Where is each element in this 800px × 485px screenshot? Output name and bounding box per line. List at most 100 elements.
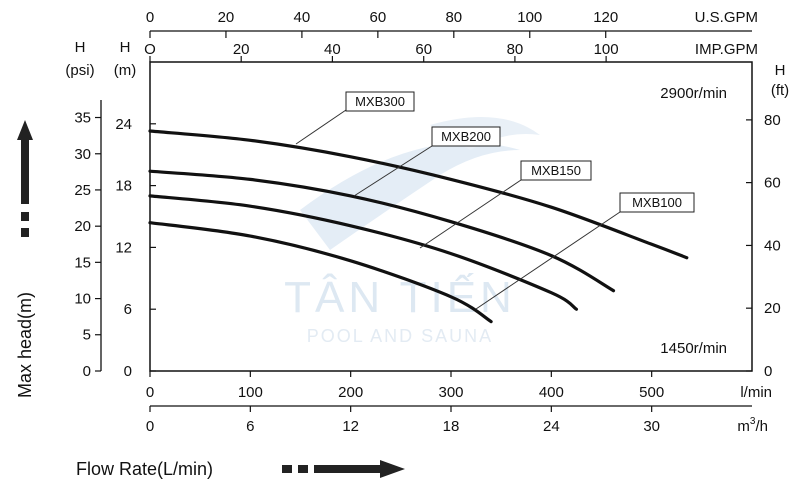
usgpm-tick-label: 100 [517,9,542,26]
m-unit-top: H [120,39,131,56]
psi-tick-label: 10 [74,291,91,308]
psi-tick-label: 15 [74,254,91,271]
plot-frame [149,61,753,372]
callout-mxb100-label: MXB100 [632,195,682,210]
m-tick-label: 24 [115,116,132,133]
watermark-sub: POOL AND SAUNA [307,326,493,346]
psi-tick-label: 25 [74,182,91,199]
lmin-tick-label: 0 [146,384,154,401]
psi-tick-label: 5 [83,327,91,344]
x-axis-arrow-shaft [314,465,382,473]
series-line-mxb300 [148,129,689,260]
bottom-lmin-axis: 0 100 200 300 400 500 [146,371,664,401]
lmin-unit-label: l/min [740,384,772,401]
ft-unit-top: H [775,62,786,79]
series-line-mxb150 [148,194,578,311]
bottom-m3h-axis: 0 6 12 18 24 30 [146,406,660,435]
x-axis-title: Flow Rate(L/min) [76,459,213,479]
impgpm-tick-label: 20 [233,41,250,58]
callout-mxb200-label: MXB200 [441,129,491,144]
usgpm-tick-label: 80 [445,9,462,26]
lmin-tick-label: 500 [639,384,664,401]
callout-mxb150-label: MXB150 [531,163,581,178]
callout-mxb100: MXB100 [475,192,695,310]
m3h-tick-label: 6 [246,418,254,435]
callout-mxb150-leader [419,179,522,249]
y-axis-title: Max head(m) [15,292,35,398]
m3h-tick-label: 30 [643,418,660,435]
m-tick-label: 6 [124,301,132,318]
usgpm-tick-label: 60 [370,9,387,26]
m3h-tick-label: 24 [543,418,560,435]
series-line-mxb100 [148,221,493,324]
m3h-unit-rest: /h [755,418,768,435]
left-psi-axis: 0 5 10 15 20 25 30 35 [74,110,101,380]
callout-mxb150-box [520,160,592,181]
y-axis-arrow-shaft [21,140,29,204]
y-axis-arrow-dash-2 [21,228,29,237]
m-tick-label: 0 [124,363,132,380]
watermark-logo: TÂN TIẾN POOL AND SAUNA [284,117,540,346]
left-m-axis: 0 6 12 18 24 [115,116,156,380]
ft-tick-label: 40 [764,237,781,254]
series-line-mxb200 [148,169,616,293]
watermark-brand: TÂN TIẾN [284,272,516,322]
top-impgpm-axis: O 20 40 60 80 100 [144,41,619,62]
lmin-tick-label: 100 [238,384,263,401]
usgpm-tick-label: 120 [593,9,618,26]
impgpm-tick-label: 100 [594,41,619,58]
m-tick-label: 12 [115,239,132,256]
y-axis-arrow-dash-1 [21,212,29,221]
callout-mxb300-box [345,91,415,112]
psi-unit-bottom: (psi) [65,62,94,79]
x-axis-arrow-icon [282,460,405,478]
ft-tick-label: 60 [764,175,781,192]
psi-unit-top: H [75,39,86,56]
m3h-tick-label: 0 [146,418,154,435]
psi-tick-label: 35 [74,110,91,127]
callout-mxb300: MXB300 [295,91,415,145]
x-axis-arrow-head [380,460,405,478]
impgpm-tick-label: 40 [324,41,341,58]
right-ft-axis: 0 20 40 60 80 [746,112,781,380]
m3h-tick-label: 12 [342,418,359,435]
series-layer [148,129,689,324]
m3h-unit-sup: 3 [750,416,756,427]
m-unit-bottom: (m) [114,62,137,79]
callout-mxb200-box [431,126,501,147]
usgpm-tick-label: 40 [294,9,311,26]
y-axis-arrow-icon [17,120,33,237]
psi-tick-label: 0 [83,363,91,380]
impgpm-tick-label: 60 [415,41,432,58]
top-usgpm-axis: 0 20 40 60 80 100 120 [146,9,618,38]
ft-unit-bottom: (ft) [771,82,789,99]
speed-label-1450: 1450r/min [660,340,727,357]
ft-tick-label: 80 [764,112,781,129]
x-axis-arrow-dash-2 [298,465,308,473]
m3h-tick-label: 18 [443,418,460,435]
ft-tick-label: 20 [764,300,781,317]
callout-mxb150: MXB150 [419,160,592,249]
callout-mxb200-leader [353,145,433,197]
callout-mxb200: MXB200 [353,126,501,197]
callout-mxb100-leader [475,211,621,310]
usgpm-tick-label: 20 [218,9,235,26]
impgpm-tick-label: O [144,41,156,58]
impgpm-unit-label: IMP.GPM [695,41,758,58]
x-axis-arrow-dash-1 [282,465,292,473]
y-axis-arrow-head [17,120,33,140]
m3h-unit-base: m [737,418,750,435]
lmin-tick-label: 300 [438,384,463,401]
lmin-tick-label: 200 [338,384,363,401]
impgpm-tick-label: 80 [507,41,524,58]
lmin-tick-label: 400 [539,384,564,401]
usgpm-unit-label: U.S.GPM [695,9,758,26]
ft-tick-label: 0 [764,363,772,380]
usgpm-tick-label: 0 [146,9,154,26]
psi-tick-label: 20 [74,218,91,235]
m-tick-label: 18 [115,178,132,195]
callout-mxb300-label: MXB300 [355,94,405,109]
callout-mxb300-leader [295,109,347,145]
speed-label-2900: 2900r/min [660,85,727,102]
